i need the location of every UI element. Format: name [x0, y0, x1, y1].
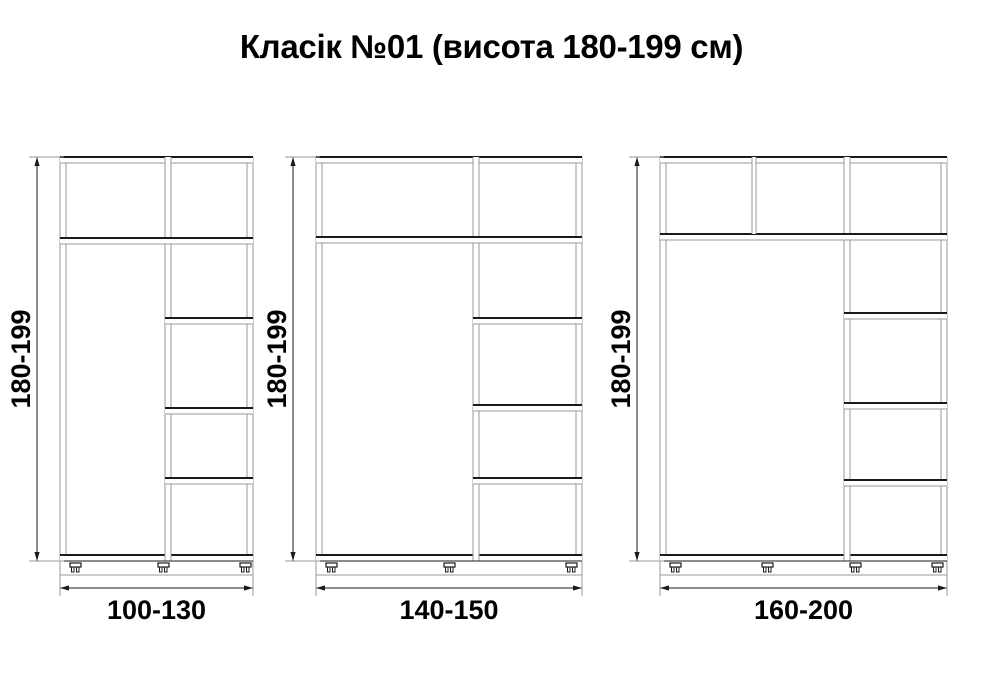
foot-leg-b	[76, 566, 80, 573]
wardrobe-3-vdim-arrow-top	[634, 157, 640, 166]
foot-cap	[69, 562, 82, 568]
foot-leg-a	[763, 566, 767, 573]
wardrobe-2-vdim-arrow-bottom	[290, 552, 296, 561]
foot-cap	[849, 562, 862, 568]
foot-leg-b	[938, 566, 942, 573]
foot-leg-b	[676, 566, 680, 573]
wardrobe-1-bottom-panel-fill	[60, 555, 253, 561]
wardrobe-3	[659, 156, 948, 576]
foot-leg-b	[450, 566, 454, 573]
wardrobe-1	[59, 156, 254, 576]
wardrobe-1-mezzanine-shelf-fill	[60, 238, 253, 244]
foot-leg-a	[567, 566, 571, 573]
foot-leg-b	[856, 566, 860, 573]
wardrobe-3-plinth	[659, 560, 948, 576]
foot-leg-a	[933, 566, 937, 573]
wardrobe-1-vdim-arrow-bottom	[34, 552, 40, 561]
wardrobe-3-top-panel-fill	[660, 157, 947, 163]
wardrobe-3-mezzanine-shelf-fill	[660, 234, 947, 240]
wardrobe-1-plinth	[59, 560, 254, 576]
wardrobe-2-hdim-arrow-left	[316, 585, 325, 591]
foot-leg-b	[246, 566, 250, 573]
wardrobe-1-foot-1	[69, 562, 82, 573]
wardrobe-3-dimensions: 180-199 160-200	[606, 156, 948, 625]
foot-leg-b	[164, 566, 168, 573]
wardrobe-3-hdim-arrow-left	[660, 585, 669, 591]
wardrobe-1-right-shelf-3-fill	[165, 478, 253, 484]
wardrobe-1-right-shelf-2-fill	[165, 408, 253, 414]
wardrobe-2-vdim-arrow-top	[290, 157, 296, 166]
foot-cap	[239, 562, 252, 568]
foot-leg-a	[445, 566, 449, 573]
foot-leg-a	[241, 566, 245, 573]
wardrobe-1-height-label: 180-199	[6, 309, 36, 408]
wardrobe-3-right-shelf-3-fill	[844, 480, 947, 486]
foot-cap	[325, 562, 338, 568]
wardrobe-3-bottom-panel-fill	[660, 555, 947, 561]
wardrobe-1-left-side-panel-fill	[60, 157, 66, 561]
foot-cap	[669, 562, 682, 568]
wardrobe-3-foot-1	[669, 562, 682, 573]
wardrobe-3-top-split-divider-fill	[752, 157, 756, 234]
wardrobe-2-dimensions: 180-199 140-150	[262, 156, 583, 625]
wardrobe-2	[315, 156, 583, 576]
wardrobe-2-height-label: 180-199	[262, 309, 292, 408]
foot-cap	[761, 562, 774, 568]
wardrobe-2-left-side-panel-fill	[316, 157, 322, 561]
wardrobe-2-hdim-arrow-right	[573, 585, 582, 591]
wardrobe-1-top-panel-fill	[60, 157, 253, 163]
wardrobe-2-width-label: 140-150	[399, 595, 498, 625]
wardrobe-3-hdim-arrow-right	[938, 585, 947, 591]
wardrobe-3-left-side-panel-fill	[660, 157, 666, 561]
wardrobe-3-width-label: 160-200	[754, 595, 853, 625]
wardrobe-3-foot-3	[849, 562, 862, 573]
page-title: Класік №01 (висота 180-199 см)	[239, 28, 744, 65]
foot-cap	[157, 562, 170, 568]
wardrobe-1-dimensions: 180-199 100-130	[6, 156, 254, 625]
wardrobe-2-top-panel-fill	[316, 157, 582, 163]
wardrobe-3-right-shelf-1-fill	[844, 313, 947, 319]
wardrobe-3-right-shelf-2-fill	[844, 403, 947, 409]
wardrobe-3-center-divider-fill	[844, 157, 850, 561]
wardrobe-1-right-shelf-1-fill	[165, 318, 253, 324]
wardrobe-2-bottom-panel-fill	[316, 555, 582, 561]
wardrobe-2-right-shelf-3-fill	[473, 478, 582, 484]
wardrobe-3-foot-2	[761, 562, 774, 573]
wardrobe-2-right-shelf-1-fill	[473, 318, 582, 324]
wardrobe-1-hdim-arrow-left	[60, 585, 69, 591]
foot-leg-a	[327, 566, 331, 573]
wardrobe-1-foot-3	[239, 562, 252, 573]
wardrobe-3-vdim-arrow-bottom	[634, 552, 640, 561]
wardrobe-1-hdim-arrow-right	[244, 585, 253, 591]
foot-cap	[565, 562, 578, 568]
wardrobe-2-foot-3	[565, 562, 578, 573]
wardrobe-2-foot-2	[443, 562, 456, 573]
wardrobe-1-vdim-arrow-top	[34, 157, 40, 166]
foot-leg-b	[332, 566, 336, 573]
foot-leg-b	[572, 566, 576, 573]
foot-leg-a	[159, 566, 163, 573]
wardrobe-3-foot-4	[931, 562, 944, 573]
wardrobe-1-width-label: 100-130	[107, 595, 206, 625]
foot-leg-a	[671, 566, 675, 573]
wardrobe-1-center-divider-fill	[165, 157, 171, 561]
foot-cap	[443, 562, 456, 568]
wardrobe-2-right-side-panel-fill	[576, 157, 582, 561]
foot-leg-b	[768, 566, 772, 573]
wardrobe-3-height-label: 180-199	[606, 309, 636, 408]
foot-cap	[931, 562, 944, 568]
wardrobe-3-right-side-panel-fill	[941, 157, 947, 561]
wardrobe-2-center-divider-fill	[473, 157, 479, 561]
wardrobe-1-right-side-panel-fill	[247, 157, 253, 561]
foot-leg-a	[851, 566, 855, 573]
wardrobe-1-foot-2	[157, 562, 170, 573]
foot-leg-a	[71, 566, 75, 573]
wardrobe-2-right-shelf-2-fill	[473, 405, 582, 411]
wardrobe-2-foot-1	[325, 562, 338, 573]
wardrobe-2-mezzanine-shelf-fill	[316, 237, 582, 243]
